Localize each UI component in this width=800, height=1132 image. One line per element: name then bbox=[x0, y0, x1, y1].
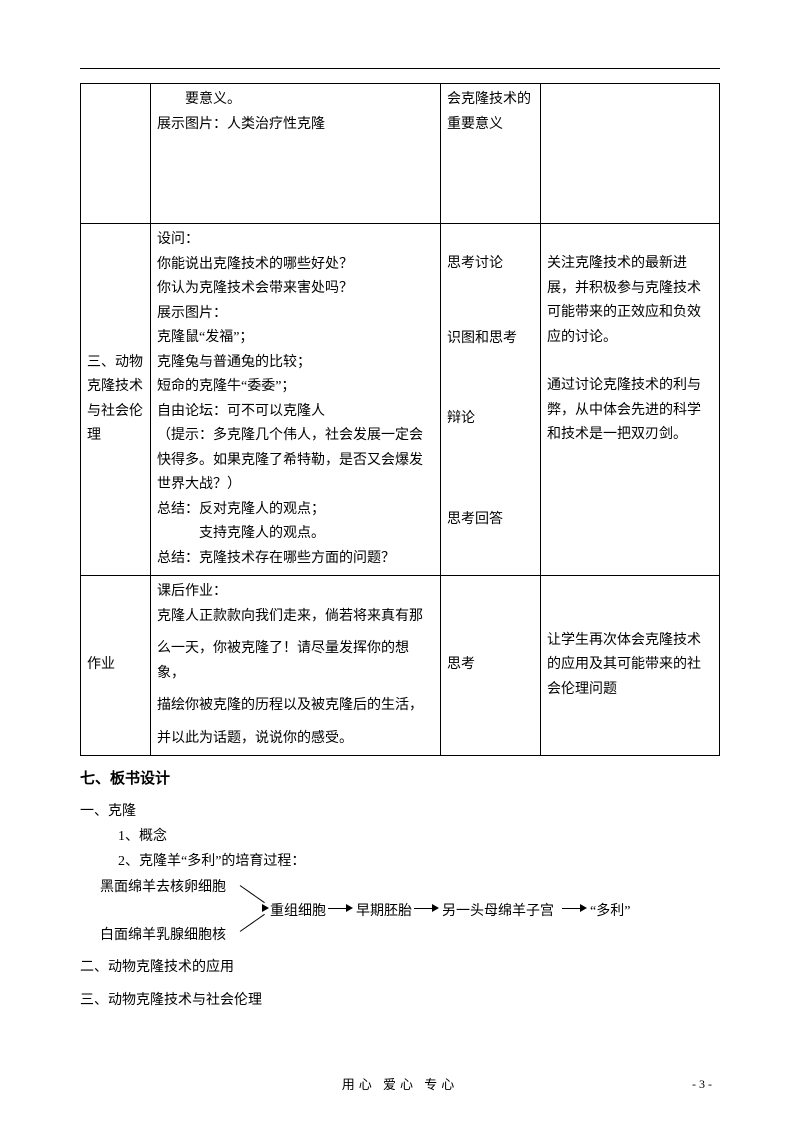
text-line: 自由论坛：可不可以克隆人 bbox=[157, 400, 434, 425]
table-row: 作业 课后作业： 克隆人正款款向我们走来，倘若将来真有那 么一天，你被克隆了！请… bbox=[81, 576, 720, 756]
diagram-node: 另一头母绵羊子宫 bbox=[442, 899, 554, 924]
text-line: 你认为克隆技术会带来害处吗？ bbox=[157, 277, 434, 302]
text-line: （提示：多克隆几个伟人，社会发展一定会 bbox=[157, 424, 434, 449]
cell-r3c4: 让学生再次体会克隆技术的应用及其可能带来的社会伦理问题 bbox=[541, 576, 720, 756]
cell-r1c4 bbox=[541, 84, 720, 224]
text-line: 并以此为话题，说说你的感受。 bbox=[157, 727, 434, 752]
text-line: 世界大战？） bbox=[157, 473, 434, 498]
cell-r3c1: 作业 bbox=[81, 576, 151, 756]
text-line: 克隆鼠“发福”； bbox=[157, 326, 434, 351]
text-line: 总结：克隆技术存在哪些方面的问题？ bbox=[157, 547, 434, 572]
cell-r1c2: 要意义。 展示图片：人类治疗性克隆 bbox=[151, 84, 441, 224]
text-line: 快得多。如果克隆了希特勒，是否又会爆发 bbox=[157, 449, 434, 474]
cell-r3c3: 思考 bbox=[441, 576, 541, 756]
text-line: 展示图片： bbox=[157, 302, 434, 327]
board-s3: 三、动物克隆技术与社会伦理 bbox=[80, 988, 720, 1013]
text-line: 总结：反对克隆人的观点； bbox=[157, 498, 434, 523]
table-row: 三、动物克隆技术与社会伦理 设问： 你能说出克隆技术的哪些好处？ 你认为克隆技术… bbox=[81, 224, 720, 576]
arrow-icon bbox=[580, 904, 587, 912]
text-line: 通过讨论克隆技术的利与弊，从中体会先进的科学和技术是一把双刃剑。 bbox=[547, 374, 713, 448]
cell-r2c2: 设问： 你能说出克隆技术的哪些好处？ 你认为克隆技术会带来害处吗？ 展示图片： … bbox=[151, 224, 441, 576]
diagram-node: “多利” bbox=[590, 899, 630, 924]
diagram-arrow bbox=[328, 908, 348, 909]
text-line: 关注克隆技术的最新进展，并积极参与克隆技术可能带来的正效应和负效应的讨论。 bbox=[547, 252, 713, 350]
text-line: 课后作业： bbox=[157, 580, 434, 605]
arrow-icon bbox=[262, 904, 269, 912]
diagram-node: 黑面绵羊去核卵细胞 bbox=[100, 875, 226, 900]
board-design-title: 七、板书设计 bbox=[80, 766, 720, 793]
board-s2: 二、动物克隆技术的应用 bbox=[80, 955, 720, 980]
board-s1: 一、克隆 bbox=[80, 799, 720, 824]
text-line: 识图和思考 bbox=[447, 327, 534, 352]
diagram-node: 重组细胞 bbox=[270, 899, 326, 924]
diagram-arrow bbox=[414, 908, 434, 909]
diagram-arrow bbox=[562, 908, 582, 909]
diagram-node: 白面绵羊乳腺细胞核 bbox=[100, 923, 226, 948]
text-line: 克隆兔与普通兔的比较； bbox=[157, 351, 434, 376]
cell-r2c1: 三、动物克隆技术与社会伦理 bbox=[81, 224, 151, 576]
diagram-node: 早期胚胎 bbox=[356, 899, 412, 924]
board-s1-2: 2、克隆羊“多利”的培育过程： bbox=[80, 849, 720, 874]
table-row: 要意义。 展示图片：人类治疗性克隆 会克隆技术的重要意义 bbox=[81, 84, 720, 224]
cell-r1c1 bbox=[81, 84, 151, 224]
cell-r1c3: 会克隆技术的重要意义 bbox=[441, 84, 541, 224]
diagram-line bbox=[240, 913, 265, 931]
lesson-table: 要意义。 展示图片：人类治疗性克隆 会克隆技术的重要意义 三、动物克隆技术与社会… bbox=[80, 83, 720, 756]
arrow-icon bbox=[432, 904, 439, 912]
arrow-icon bbox=[346, 904, 353, 912]
top-divider bbox=[80, 68, 720, 69]
text-line: 短命的克隆牛“委委”； bbox=[157, 375, 434, 400]
cell-r2c4: 关注克隆技术的最新进展，并积极参与克隆技术可能带来的正效应和负效应的讨论。 通过… bbox=[541, 224, 720, 576]
board-s1-1: 1、概念 bbox=[80, 824, 720, 849]
text-line: 你能说出克隆技术的哪些好处？ bbox=[157, 253, 434, 278]
text-line: 展示图片：人类治疗性克隆 bbox=[157, 113, 434, 138]
text-line: 思考讨论 bbox=[447, 252, 534, 277]
text-line: 要意义。 bbox=[157, 88, 434, 113]
dolly-diagram: 黑面绵羊去核卵细胞 白面绵羊乳腺细胞核 重组细胞 早期胚胎 另一头母绵羊子宫 “… bbox=[100, 875, 720, 951]
text-line: 描绘你被克隆的历程以及被克隆后的生活， bbox=[157, 694, 434, 719]
text-line: 思考回答 bbox=[447, 508, 534, 533]
text-line: 支持克隆人的观点。 bbox=[157, 522, 434, 547]
page-number: - 3 - bbox=[692, 1074, 712, 1096]
text-line: 辩论 bbox=[447, 407, 534, 432]
text-line: 设问： bbox=[157, 228, 434, 253]
footer-motto: 用心 爱心 专心 bbox=[0, 1073, 800, 1096]
text-line: 么一天，你被克隆了！请尽量发挥你的想象， bbox=[157, 637, 434, 686]
diagram-line bbox=[240, 885, 265, 903]
text-line: 克隆人正款款向我们走来，倘若将来真有那 bbox=[157, 605, 434, 630]
cell-r2c3: 思考讨论 识图和思考 辩论 思考回答 bbox=[441, 224, 541, 576]
cell-r3c2: 课后作业： 克隆人正款款向我们走来，倘若将来真有那 么一天，你被克隆了！请尽量发… bbox=[151, 576, 441, 756]
